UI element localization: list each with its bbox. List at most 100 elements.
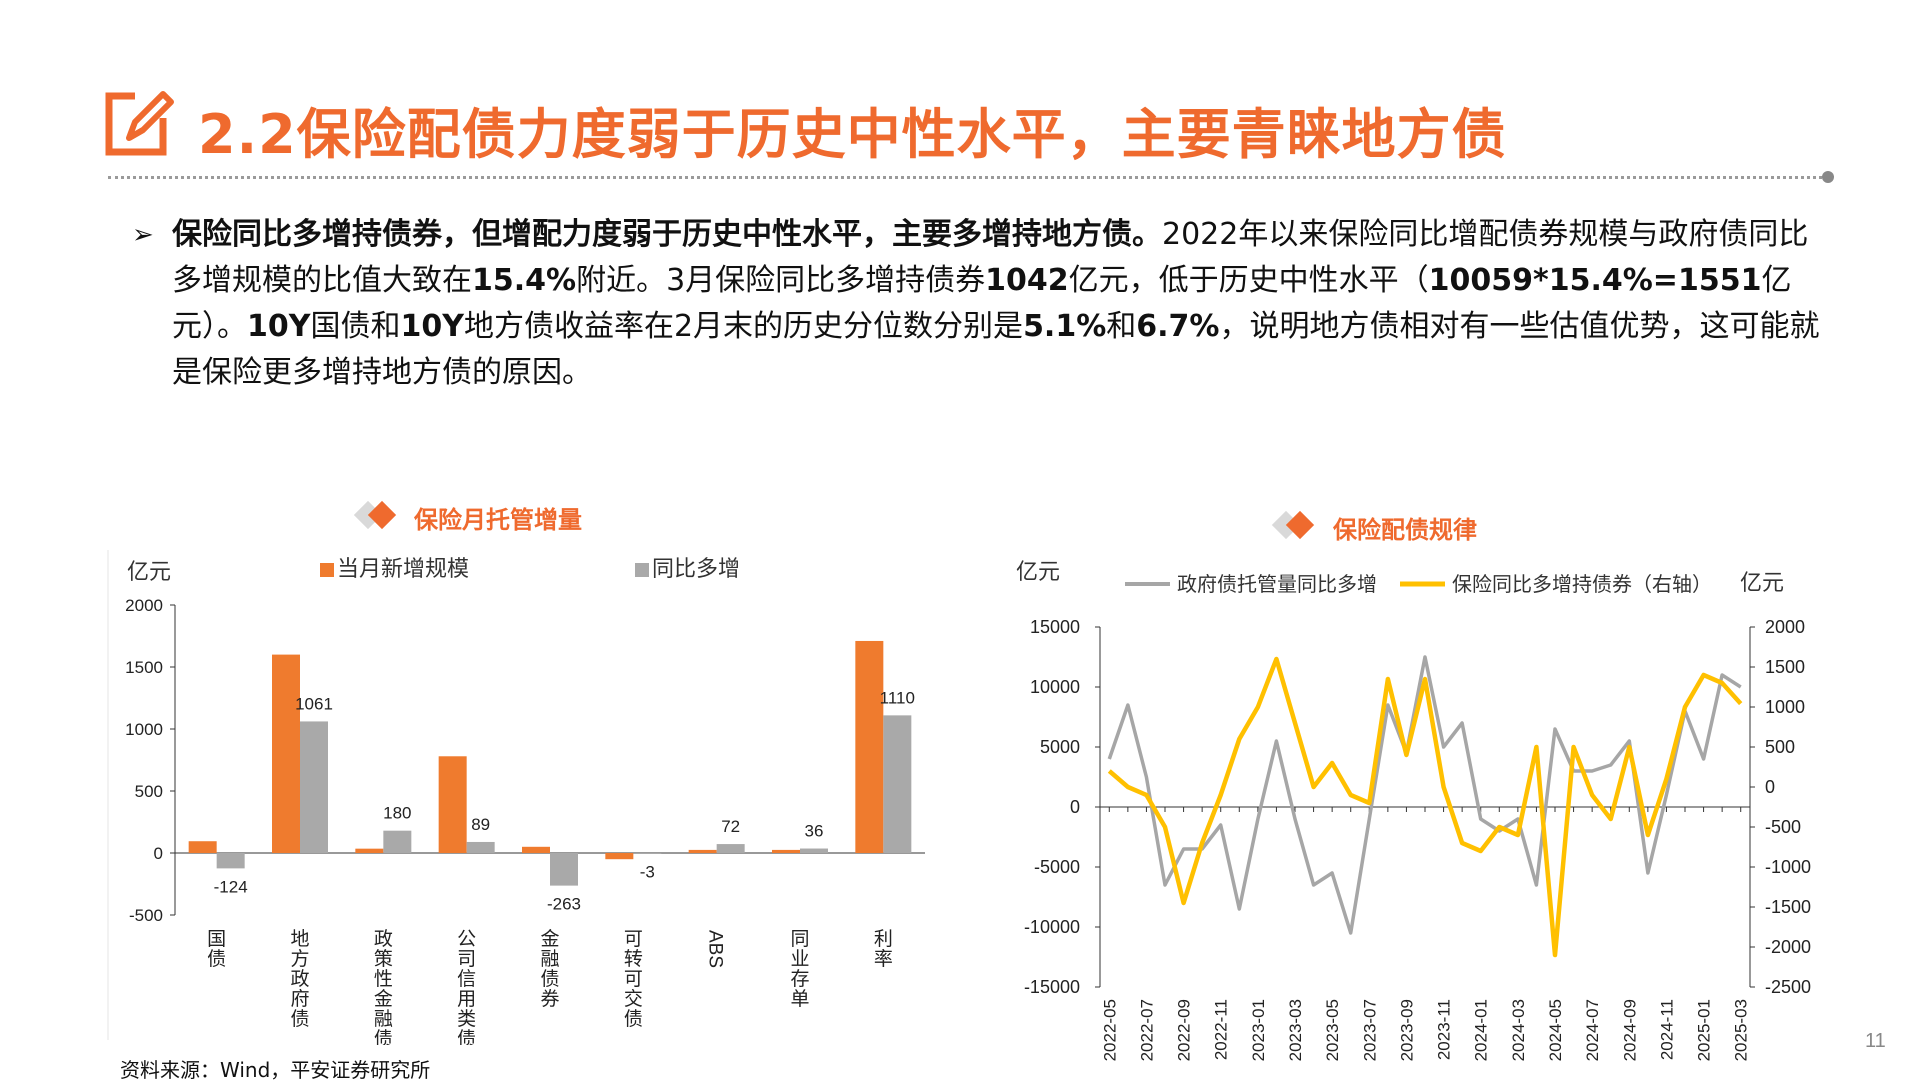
edit-pencil-icon [105, 88, 175, 156]
line-x-tick-label: 2024-01 [1472, 999, 1491, 1061]
line-chart: 亿元 亿元 政府债托管量同比多增 保险同比多增持债券（右轴） 150001000… [1016, 559, 1811, 1061]
summary-part: 附近。3月保险同比多增持债券 [576, 263, 986, 298]
bar-y-tick-label: 500 [135, 782, 163, 801]
series-line-insurance [1107, 656, 1743, 958]
line-x-tick-label: 2022-11 [1212, 999, 1231, 1060]
bar-yoy [300, 721, 328, 853]
bar-category-label: 同业存单 [790, 929, 809, 1010]
legend-label-ins: 保险同比多增持债券（右轴） [1452, 573, 1712, 596]
summary-num: 1042 [985, 263, 1069, 298]
line-x-tick-label: 2022-07 [1137, 999, 1156, 1061]
bar-category-label: 利率 [874, 928, 893, 970]
line-right-tick-label: 1000 [1765, 697, 1805, 717]
line-x-tick-label: 2025-03 [1732, 999, 1751, 1061]
line-right-tick-label: 2000 [1765, 617, 1805, 637]
bar-category-label: ABS [705, 930, 726, 968]
diamond-marker-icon [353, 500, 397, 530]
line-left-tick-label: 15000 [1030, 617, 1080, 637]
summary-part: 亿元，低于历史中性水平（ [1068, 263, 1429, 298]
bar-category-label: 公司信用类债 [457, 929, 476, 1045]
bar-data-label: 89 [471, 815, 490, 834]
divider-end-dot [1822, 171, 1834, 183]
source-note: 资料来源：Wind，平安证券研究所 [120, 1058, 431, 1082]
bar-category-label: 政策性金融债 [374, 928, 393, 1045]
bar-y-tick-label: 1500 [125, 658, 163, 677]
bar-category-label: 金融债券 [540, 928, 559, 1010]
bar-new [605, 853, 634, 860]
line-right-tick-label: -500 [1765, 817, 1801, 837]
bar-category-label: 地方政府债 [290, 928, 309, 1030]
legend-label-gov: 政府债托管量同比多增 [1177, 573, 1377, 596]
bar-data-label: 180 [383, 804, 411, 823]
line-right-tick-label: 0 [1765, 777, 1775, 797]
bar-data-label: -263 [547, 895, 581, 914]
line-right-tick-label: -2000 [1765, 937, 1811, 957]
legend-label-yoy: 同比多增 [652, 556, 740, 581]
legend-label-new: 当月新增规模 [337, 556, 469, 581]
bar-new [272, 654, 300, 853]
bar-new [522, 846, 550, 853]
bar-yoy [633, 853, 662, 854]
line-x-tick-label: 2023-01 [1249, 999, 1268, 1061]
line-x-tick-label: 2023-09 [1397, 999, 1416, 1061]
summary-num: 6.7% [1136, 309, 1220, 344]
line-x-tick-label: 2024-05 [1546, 999, 1565, 1061]
bullet-arrow-icon: ➢ [132, 220, 154, 250]
summary-num: 10Y [400, 309, 464, 344]
summary-part: 和 [1106, 309, 1137, 344]
line-left-tick-label: 0 [1070, 797, 1080, 817]
bar-yoy [466, 841, 495, 853]
line-right-tick-label: -1000 [1765, 857, 1811, 877]
bar-chart: 亿元 当月新增规模 同比多增 -500 0 500 1000 1500 2000 -124… [107, 550, 925, 1045]
line-right-tick-label: 500 [1765, 737, 1795, 757]
bar-data-label: 1110 [880, 688, 915, 707]
bar-yoy [383, 830, 412, 853]
bar-yoy [550, 853, 578, 886]
line-x-tick-label: 2025-01 [1695, 999, 1714, 1061]
bar-y-axis-label: 亿元 [127, 559, 171, 584]
summary-num: 15.4% [472, 263, 577, 298]
diamond-marker-icon [1271, 510, 1315, 540]
summary-part: 国债和 [310, 309, 401, 344]
line-left-axis-label: 亿元 [1016, 559, 1060, 584]
legend-swatch-new [320, 563, 334, 577]
summary-text: 保险同比多增持债券，但增配力度弱于历史中性水平，主要多增持地方债。2022年以来… [172, 212, 1832, 396]
line-right-axis-label: 亿元 [1740, 570, 1784, 595]
line-left-tick-label: -15000 [1024, 977, 1080, 997]
bar-category-label: 国债 [207, 929, 226, 970]
summary-num: 5.1% [1023, 309, 1107, 344]
bar-data-label: -124 [214, 877, 248, 896]
bar-yoy [883, 715, 912, 853]
summary-lead: 保险同比多增持债券，但增配力度弱于历史中性水平，主要多增持地方债。 [172, 217, 1162, 252]
line-x-tick-label: 2023-03 [1286, 999, 1305, 1061]
bar-y-tick-label: 1000 [125, 720, 163, 739]
bar-yoy [716, 844, 745, 853]
bar-new [355, 848, 384, 853]
bar-category-label: 可转可交债 [624, 929, 643, 1030]
series-line-gov-bond [1107, 655, 1742, 935]
line-x-tick-label: 2023-07 [1360, 999, 1379, 1061]
line-x-tick-label: 2022-05 [1100, 999, 1119, 1061]
line-x-tick-label: 2024-03 [1509, 999, 1528, 1061]
line-x-tick-label: 2024-11 [1657, 999, 1676, 1060]
line-left-tick-label: 10000 [1030, 677, 1080, 697]
legend-swatch-yoy [635, 563, 649, 577]
chart1-title: 保险月托管增量 [414, 506, 582, 534]
summary-part: 亿元）。 [172, 263, 1792, 344]
bar-data-label: 72 [721, 817, 740, 836]
bar-new [855, 640, 884, 853]
bar-yoy [216, 853, 245, 869]
bar-data-label: -3 [640, 862, 655, 881]
bar-y-tick-label: -500 [129, 906, 163, 925]
bar-new [438, 756, 467, 853]
bar-y-tick-label: 0 [154, 844, 163, 863]
summary-part: 2022年以来保险同比增配债券规模与政府债同比多增规模的比值大致在 [172, 217, 1809, 298]
line-x-tick-label: 2024-07 [1583, 999, 1602, 1061]
line-left-tick-label: -5000 [1034, 857, 1080, 877]
line-left-tick-label: 5000 [1040, 737, 1080, 757]
bar-y-tick-label: 2000 [125, 596, 163, 615]
line-x-tick-label: 2023-11 [1435, 999, 1454, 1060]
summary-num: 10Y [247, 309, 311, 344]
bar-new [688, 849, 717, 853]
line-right-tick-label: 1500 [1765, 657, 1805, 677]
